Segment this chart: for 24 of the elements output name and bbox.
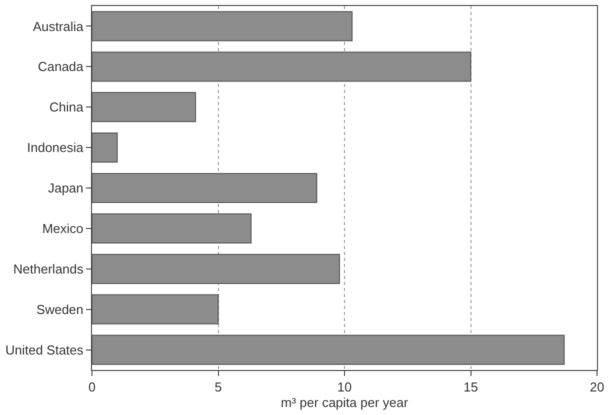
y-tick-label: Australia (32, 18, 84, 34)
bar (92, 213, 252, 244)
x-tick-label: 15 (464, 380, 478, 395)
y-tick-label: Mexico (42, 220, 84, 236)
bar (92, 334, 565, 365)
y-tick-label: Indonesia (27, 140, 84, 156)
y-tick-label: Sweden (36, 302, 84, 317)
bar (92, 92, 196, 122)
bar (92, 11, 353, 42)
x-axis-title: m³ per capita per year (280, 395, 409, 410)
y-tick-label: China (49, 100, 84, 115)
bar (92, 294, 219, 324)
y-tick-label: United States (5, 342, 84, 358)
x-tick-label: 20 (590, 380, 604, 395)
bar (92, 172, 318, 204)
y-tick-label: Canada (38, 59, 84, 74)
x-tick-label: 5 (214, 380, 222, 395)
x-tick-label: 10 (337, 380, 352, 395)
bar (92, 52, 472, 82)
y-tick-label: Japan (48, 180, 84, 196)
bar (92, 254, 340, 284)
y-tick-label: Netherlands (13, 261, 84, 276)
x-tick-label: 0 (88, 380, 96, 395)
bar (92, 132, 118, 163)
